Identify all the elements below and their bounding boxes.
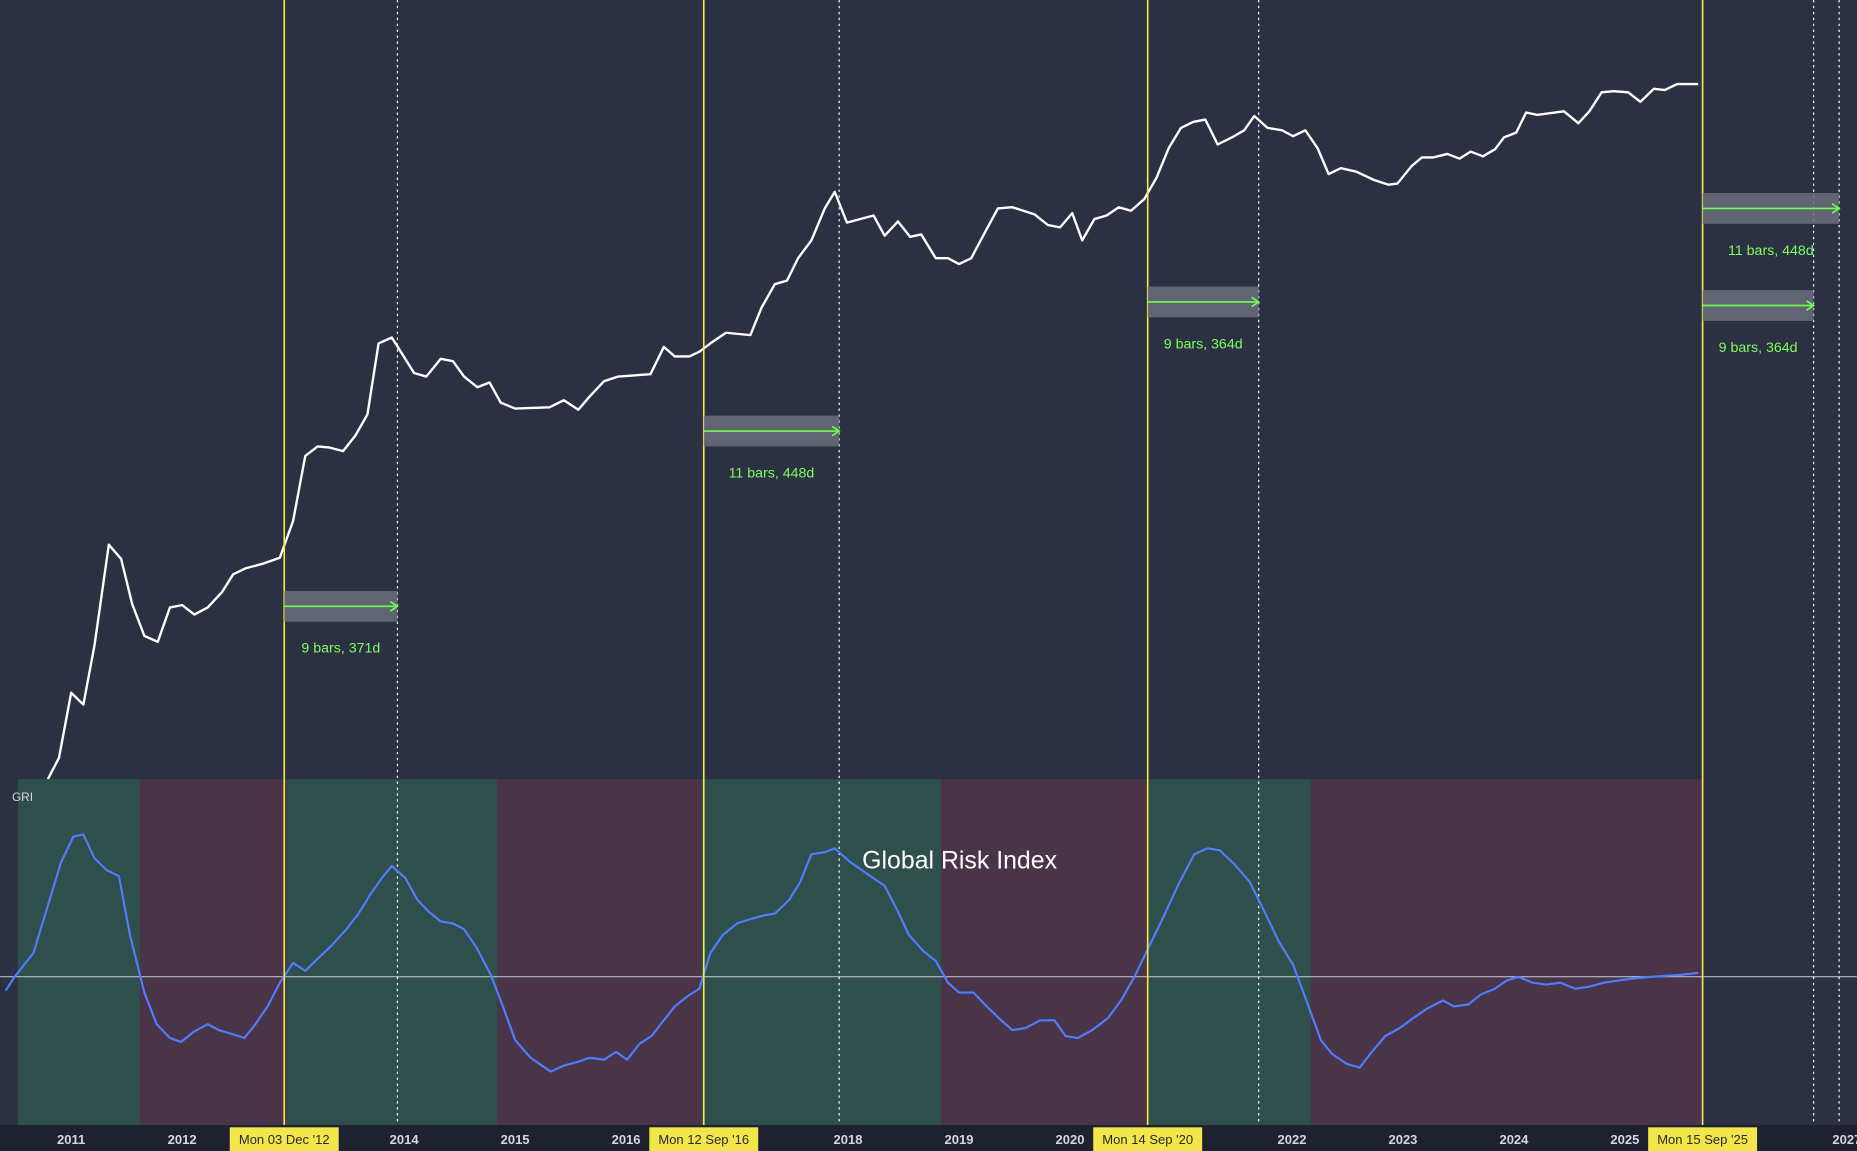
data-line bbox=[4, 833, 1699, 1073]
x-tick-label: 2022 bbox=[1277, 1132, 1306, 1147]
measure-arrowhead bbox=[389, 600, 399, 612]
risk-region bbox=[139, 779, 287, 1125]
x-tick-label: 2027 bbox=[1832, 1132, 1857, 1147]
marker-label-bg bbox=[649, 1127, 759, 1151]
x-tick-label: 2025 bbox=[1610, 1132, 1639, 1147]
measure-label: 11 bars, 448d bbox=[729, 465, 815, 481]
annotation: Global Risk Index bbox=[862, 847, 1057, 875]
marker-label: Mon 15 Sep '25 bbox=[1657, 1132, 1748, 1147]
marker-label-bg bbox=[229, 1127, 339, 1151]
data-line bbox=[46, 82, 1699, 780]
risk-region bbox=[1148, 779, 1311, 1125]
price-pane bbox=[0, 0, 1857, 780]
x-tick-label: 2011 bbox=[57, 1132, 85, 1147]
measure-arrowhead bbox=[1806, 300, 1816, 311]
x-tick-label: 2015 bbox=[501, 1132, 530, 1147]
measure-label: 9 bars, 364d bbox=[1164, 336, 1243, 352]
measure-label: 9 bars, 371d bbox=[301, 641, 380, 657]
measure-label: 9 bars, 364d bbox=[1719, 340, 1798, 356]
x-tick-label: 2016 bbox=[612, 1132, 641, 1147]
risk-region bbox=[1310, 779, 1703, 1125]
marker-label-bg bbox=[1093, 1127, 1203, 1151]
x-tick-label: 2014 bbox=[390, 1132, 420, 1147]
x-tick-label: 2012 bbox=[168, 1132, 197, 1147]
marker-label-bg bbox=[1648, 1127, 1758, 1151]
x-tick-label: 2019 bbox=[945, 1132, 974, 1147]
marker-label: Mon 12 Sep '16 bbox=[658, 1132, 749, 1147]
marker-label: Mon 14 Sep '20 bbox=[1102, 1132, 1193, 1147]
measure-arrowhead bbox=[1251, 296, 1261, 308]
x-tick-label: 2018 bbox=[834, 1132, 863, 1147]
measure-label: 11 bars, 448d bbox=[1728, 243, 1814, 259]
risk-region bbox=[497, 779, 702, 1125]
x-tick-label: 2024 bbox=[1499, 1132, 1529, 1147]
x-tick-label: 2020 bbox=[1056, 1132, 1085, 1147]
risk-region bbox=[941, 779, 1149, 1125]
marker-label: Mon 03 Dec '12 bbox=[239, 1132, 330, 1147]
x-tick-label: 2023 bbox=[1388, 1132, 1417, 1147]
risk-region bbox=[17, 779, 140, 1125]
risk-region bbox=[701, 779, 942, 1125]
risk-region bbox=[286, 779, 498, 1125]
measure-arrowhead bbox=[1831, 202, 1841, 214]
pane-label: GRI bbox=[12, 790, 33, 804]
measure-arrowhead bbox=[831, 425, 841, 437]
